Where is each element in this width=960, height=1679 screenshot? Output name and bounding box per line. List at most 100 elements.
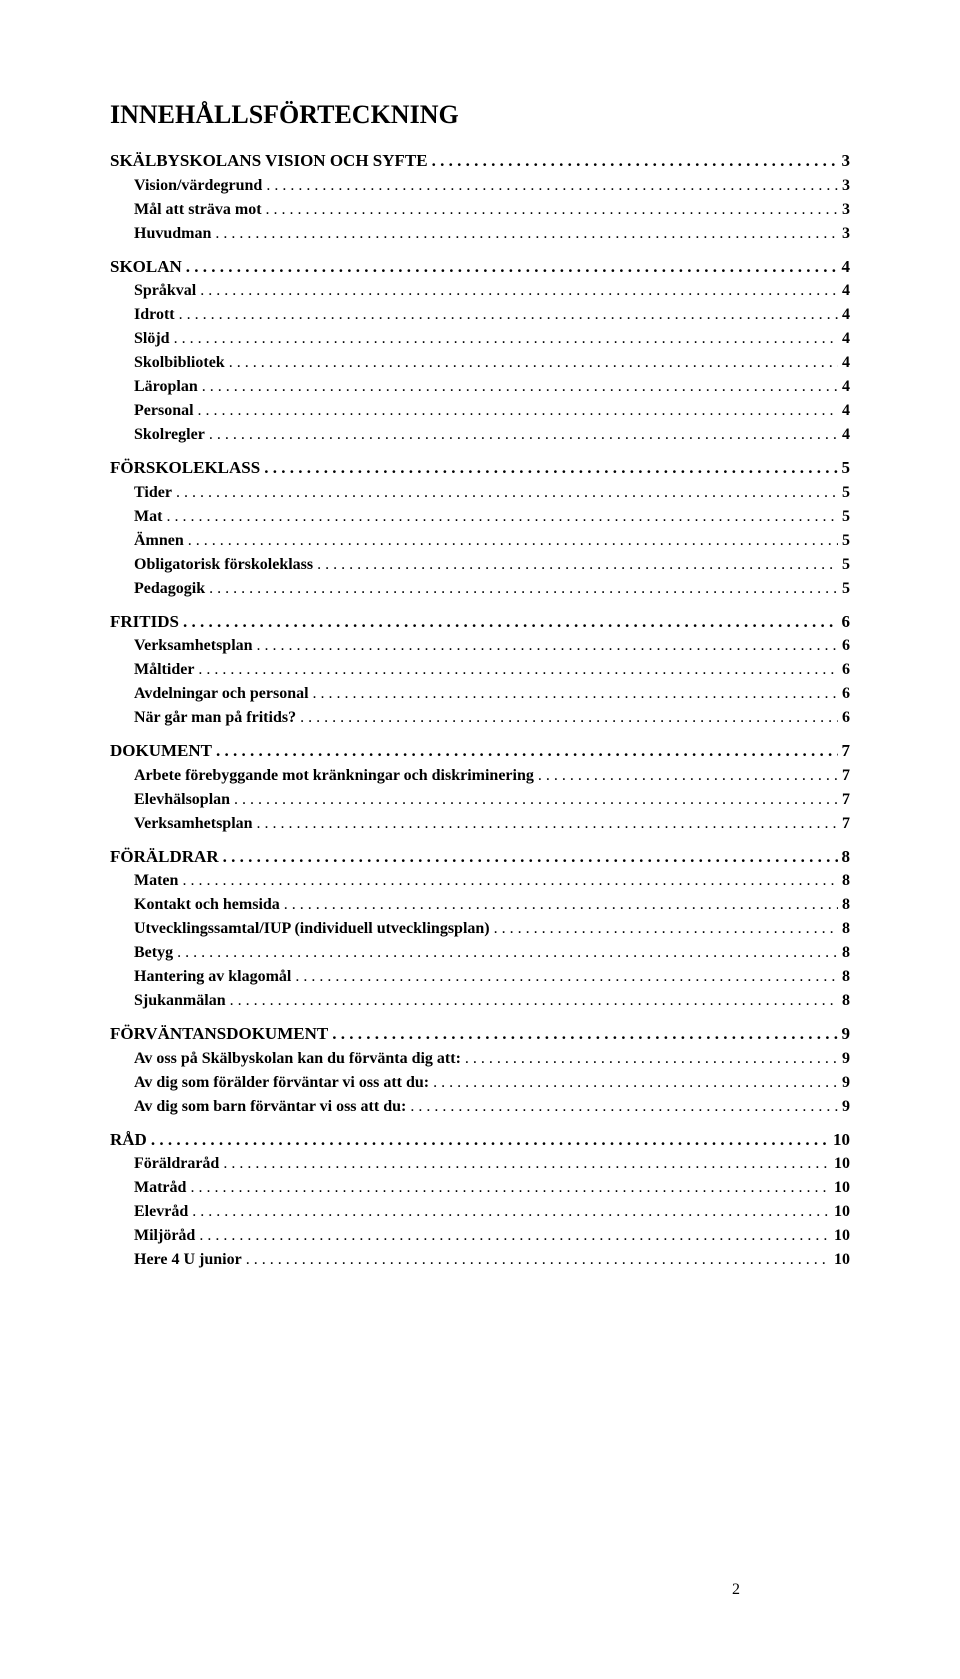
toc-leader-dots: . . . . . . . . . . . . . . . . . . . . … [182, 869, 838, 893]
toc-section-row: SKÄLBYSKOLANS VISION OCH SYFTE. . . . . … [110, 148, 850, 174]
toc-leader-dots: . . . . . . . . . . . . . . . . . . . . … [198, 399, 838, 423]
toc-sub-row: Idrott. . . . . . . . . . . . . . . . . … [134, 303, 850, 327]
toc-sub-page: 4 [842, 399, 850, 423]
toc-sub-label: Verksamhetsplan [134, 634, 253, 658]
toc-leader-dots: . . . . . . . . . . . . . . . . . . . . … [257, 634, 838, 658]
toc-sub-row: Sjukanmälan. . . . . . . . . . . . . . .… [134, 989, 850, 1013]
toc-leader-dots: . . . . . . . . . . . . . . . . . . . . … [198, 658, 838, 682]
toc-sub-page: 3 [842, 174, 850, 198]
toc-sub-row: Mål att sträva mot. . . . . . . . . . . … [134, 198, 850, 222]
toc-sub-row: Av oss på Skälbyskolan kan du förvänta d… [134, 1047, 850, 1071]
toc-sub-label: Here 4 U junior [134, 1248, 242, 1272]
toc-sub-label: Av dig som förälder förväntar vi oss att… [134, 1071, 429, 1095]
toc-sub-row: Av dig som barn förväntar vi oss att du:… [134, 1095, 850, 1119]
toc-sub-page: 9 [842, 1071, 850, 1095]
toc-section-page: 8 [842, 844, 851, 870]
toc-section-page: 4 [842, 254, 851, 280]
toc-section-row: FÖRÄLDRAR. . . . . . . . . . . . . . . .… [110, 844, 850, 870]
toc-leader-dots: . . . . . . . . . . . . . . . . . . . . … [202, 375, 838, 399]
toc-sub-page: 10 [834, 1200, 850, 1224]
toc-sub-page: 4 [842, 375, 850, 399]
toc-section-row: RÅD. . . . . . . . . . . . . . . . . . .… [110, 1127, 850, 1153]
toc-sub-page: 5 [842, 505, 850, 529]
toc-section-page: 5 [842, 455, 851, 481]
toc-leader-dots: . . . . . . . . . . . . . . . . . . . . … [332, 1021, 837, 1047]
toc-sub-page: 3 [842, 198, 850, 222]
toc-sub-row: Mat. . . . . . . . . . . . . . . . . . .… [134, 505, 850, 529]
toc-leader-dots: . . . . . . . . . . . . . . . . . . . . … [246, 1248, 830, 1272]
toc-sub-row: Vision/värdegrund. . . . . . . . . . . .… [134, 174, 850, 198]
toc-sub-row: Ämnen. . . . . . . . . . . . . . . . . .… [134, 529, 850, 553]
toc-sub-label: Måltider [134, 658, 194, 682]
toc-sub-page: 8 [842, 965, 850, 989]
toc-sub-page: 8 [842, 989, 850, 1013]
toc-sub-label: Av dig som barn förväntar vi oss att du: [134, 1095, 406, 1119]
toc-leader-dots: . . . . . . . . . . . . . . . . . . . . … [313, 682, 838, 706]
toc-sub-page: 6 [842, 634, 850, 658]
toc-section-label: FÖRÄLDRAR [110, 844, 219, 870]
toc-leader-dots: . . . . . . . . . . . . . . . . . . . . … [317, 553, 838, 577]
toc-sub-label: Elevråd [134, 1200, 188, 1224]
toc-sub-page: 6 [842, 658, 850, 682]
toc-sub-row: Läroplan. . . . . . . . . . . . . . . . … [134, 375, 850, 399]
toc-sub-page: 8 [842, 941, 850, 965]
toc-sub-label: Huvudman [134, 222, 211, 246]
toc-leader-dots: . . . . . . . . . . . . . . . . . . . . … [465, 1047, 838, 1071]
toc-leader-dots: . . . . . . . . . . . . . . . . . . . . … [230, 989, 838, 1013]
toc-sub-page: 10 [834, 1152, 850, 1176]
toc-sub-row: Personal. . . . . . . . . . . . . . . . … [134, 399, 850, 423]
toc-sub-row: Miljöråd. . . . . . . . . . . . . . . . … [134, 1224, 850, 1248]
toc-leader-dots: . . . . . . . . . . . . . . . . . . . . … [234, 788, 838, 812]
toc-section-label: FRITIDS [110, 609, 179, 635]
toc-sub-label: Slöjd [134, 327, 170, 351]
toc-sub-label: När går man på fritids? [134, 706, 296, 730]
toc-sub-row: Måltider. . . . . . . . . . . . . . . . … [134, 658, 850, 682]
toc-leader-dots: . . . . . . . . . . . . . . . . . . . . … [183, 609, 838, 635]
toc-leader-dots: . . . . . . . . . . . . . . . . . . . . … [176, 481, 838, 505]
toc-leader-dots: . . . . . . . . . . . . . . . . . . . . … [284, 893, 838, 917]
toc-leader-dots: . . . . . . . . . . . . . . . . . . . . … [200, 279, 838, 303]
toc-sub-label: Föräldraråd [134, 1152, 219, 1176]
toc-sub-label: Arbete förebyggande mot kränkningar och … [134, 764, 534, 788]
toc-sub-row: Obligatorisk förskoleklass. . . . . . . … [134, 553, 850, 577]
toc-section-label: FÖRSKOLEKLASS [110, 455, 260, 481]
toc-section-row: DOKUMENT. . . . . . . . . . . . . . . . … [110, 738, 850, 764]
toc-sub-page: 7 [842, 764, 850, 788]
toc-sub-label: Utvecklingssamtal/IUP (individuell utvec… [134, 917, 490, 941]
toc-sub-row: Betyg. . . . . . . . . . . . . . . . . .… [134, 941, 850, 965]
toc-leader-dots: . . . . . . . . . . . . . . . . . . . . … [410, 1095, 838, 1119]
toc-sub-row: Huvudman. . . . . . . . . . . . . . . . … [134, 222, 850, 246]
toc-sub-page: 4 [842, 327, 850, 351]
toc-sub-label: Idrott [134, 303, 175, 327]
toc-section-label: SKOLAN [110, 254, 182, 280]
toc-leader-dots: . . . . . . . . . . . . . . . . . . . . … [166, 505, 838, 529]
toc-sub-label: Verksamhetsplan [134, 812, 253, 836]
toc-sub-label: Matråd [134, 1176, 186, 1200]
toc-section-page: 6 [842, 609, 851, 635]
toc-leader-dots: . . . . . . . . . . . . . . . . . . . . … [300, 706, 838, 730]
toc-sub-label: Vision/värdegrund [134, 174, 262, 198]
toc-section-page: 7 [842, 738, 851, 764]
toc-leader-dots: . . . . . . . . . . . . . . . . . . . . … [179, 303, 838, 327]
toc-leader-dots: . . . . . . . . . . . . . . . . . . . . … [186, 254, 838, 280]
toc-sub-page: 8 [842, 893, 850, 917]
toc-leader-dots: . . . . . . . . . . . . . . . . . . . . … [264, 455, 837, 481]
toc-sub-page: 3 [842, 222, 850, 246]
toc-leader-dots: . . . . . . . . . . . . . . . . . . . . … [151, 1127, 829, 1153]
toc-sub-page: 4 [842, 279, 850, 303]
toc-sub-row: Skolregler. . . . . . . . . . . . . . . … [134, 423, 850, 447]
toc-leader-dots: . . . . . . . . . . . . . . . . . . . . … [257, 812, 838, 836]
toc-sub-page: 10 [834, 1176, 850, 1200]
toc-leader-dots: . . . . . . . . . . . . . . . . . . . . … [215, 222, 838, 246]
toc-sub-row: Utvecklingssamtal/IUP (individuell utvec… [134, 917, 850, 941]
toc-leader-dots: . . . . . . . . . . . . . . . . . . . . … [192, 1200, 830, 1224]
toc-leader-dots: . . . . . . . . . . . . . . . . . . . . … [209, 577, 838, 601]
toc-leader-dots: . . . . . . . . . . . . . . . . . . . . … [174, 327, 838, 351]
toc-leader-dots: . . . . . . . . . . . . . . . . . . . . … [199, 1224, 830, 1248]
toc-sub-row: Slöjd. . . . . . . . . . . . . . . . . .… [134, 327, 850, 351]
toc-sub-row: Verksamhetsplan. . . . . . . . . . . . .… [134, 634, 850, 658]
toc-sub-row: Arbete förebyggande mot kränkningar och … [134, 764, 850, 788]
toc-sub-label: Maten [134, 869, 178, 893]
toc-sub-page: 8 [842, 869, 850, 893]
toc-sub-page: 5 [842, 553, 850, 577]
